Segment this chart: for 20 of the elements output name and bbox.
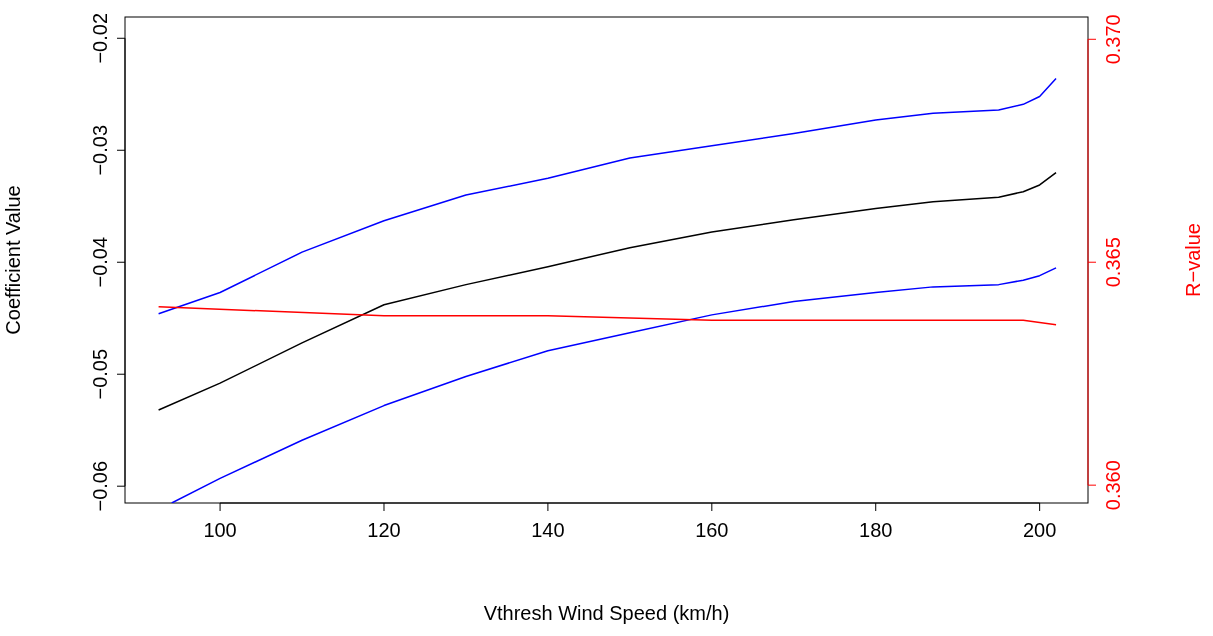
y-tick-label: −0.04 [89, 236, 111, 288]
line-series [157, 306, 1057, 326]
y2-tick-label: 0.365 [1102, 237, 1124, 288]
line-series [157, 171, 1057, 411]
x-tick-label: 140 [531, 519, 565, 541]
y2-tick-label: 0.360 [1102, 460, 1124, 511]
y2-axis-title: R−value [1182, 223, 1204, 297]
y-tick-label: −0.06 [89, 460, 111, 512]
y2-tick-label: 0.370 [1102, 14, 1124, 65]
y-tick-label: −0.02 [89, 12, 111, 64]
y-tick-label: −0.03 [89, 124, 111, 176]
x-tick-label: 200 [1022, 519, 1057, 541]
x-tick-label: 120 [367, 519, 401, 541]
y-axis-title: Coefficient Value [2, 185, 24, 335]
x-tick-label: 100 [203, 519, 237, 541]
line-series [157, 77, 1057, 315]
x-tick-label: 160 [695, 519, 729, 541]
x-axis-title: Vthresh Wind Speed (km/h) [483, 602, 730, 624]
x-tick-label: 180 [859, 519, 893, 541]
y-tick-label: −0.05 [89, 348, 111, 400]
